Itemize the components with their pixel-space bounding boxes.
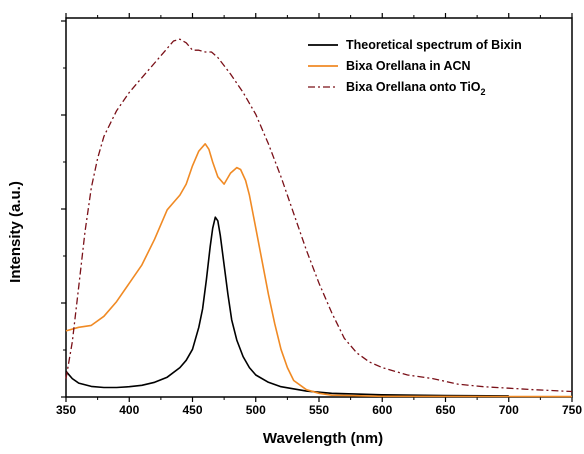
x-tick-label: 500	[246, 403, 266, 417]
x-tick-label: 450	[182, 403, 202, 417]
axes	[61, 13, 573, 402]
legend-label-acn: Bixa Orellana in ACN	[346, 59, 471, 73]
series-line-bixa-orellana-in-acn	[65, 143, 573, 398]
x-tick-label: 350	[56, 403, 76, 417]
series-line-theoretical-spectrum-of-bixin	[65, 216, 509, 397]
tick-labels: 350 400 450 500 550 600 650 700 750	[56, 403, 582, 417]
legend-box	[301, 35, 563, 101]
x-tick-label: 600	[372, 403, 392, 417]
x-axis-label: Wavelength (nm)	[263, 430, 383, 447]
x-tick-label: 400	[119, 403, 139, 417]
y-axis-label: Intensity (a.u.)	[7, 181, 24, 283]
series-lines	[65, 38, 573, 398]
legend-label-tio2: Bixa Orellana onto TiO2	[346, 80, 486, 97]
x-tick-label: 650	[435, 403, 455, 417]
x-tick-label: 550	[309, 403, 329, 417]
x-tick-label: 700	[499, 403, 519, 417]
legend: Theoretical spectrum of Bixin Bixa Orell…	[301, 35, 563, 101]
legend-label-tio2-main: Bixa Orellana onto TiO	[346, 80, 481, 94]
legend-label-bixin-theoretical: Theoretical spectrum of Bixin	[346, 38, 522, 52]
x-tick-label: 750	[562, 403, 582, 417]
series-line-bixa-orellana-onto-tio	[65, 38, 573, 393]
legend-label-tio2-subscript: 2	[481, 87, 486, 97]
